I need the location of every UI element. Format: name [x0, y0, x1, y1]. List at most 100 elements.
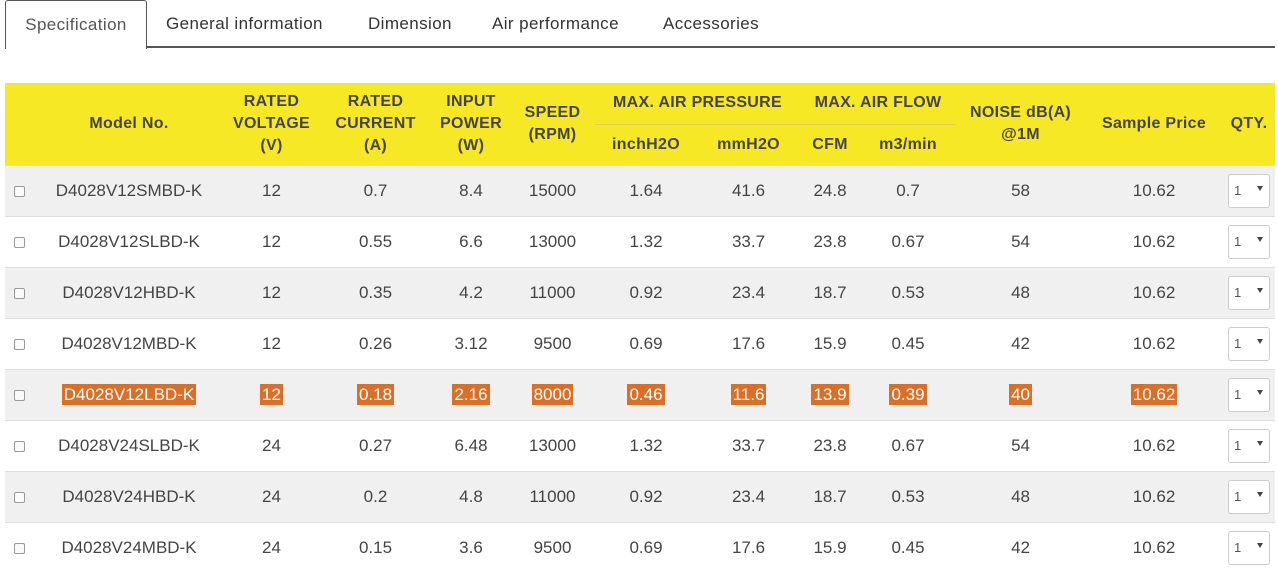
tab-accessories[interactable]: Accessories	[663, 14, 760, 33]
header-max-air-pressure: MAX. AIR PRESSURE	[595, 83, 801, 125]
qty-select[interactable]: 1	[1228, 173, 1271, 208]
table-row: D4028V12LBD-K 12 0.18 2.16 8000 0.46 11.6 13.9 0…	[5, 368, 1276, 420]
row-checkbox[interactable]	[14, 542, 25, 554]
select-cell	[5, 521, 34, 573]
rated-voltage-cell: 12	[224, 368, 319, 420]
model-number-text: D4028V12LBD-K	[61, 383, 197, 405]
qty-value: 1	[1234, 233, 1242, 249]
tab-bar: Specification General information Dimens…	[5, 0, 1275, 49]
select-cell	[5, 470, 34, 522]
tab-general-information[interactable]: General information	[166, 14, 323, 33]
rated-current-text: 0.26	[358, 333, 393, 353]
row-checkbox[interactable]	[14, 491, 25, 503]
speed-text: 9500	[533, 333, 572, 353]
select-cell	[5, 317, 34, 369]
flow-cfm-cell: 15.9	[800, 317, 861, 369]
flow-cfm-text: 18.7	[813, 486, 847, 506]
tab-specification[interactable]: Specification	[5, 0, 147, 49]
model-number-text: D4028V12SLBD-K	[58, 231, 200, 251]
row-checkbox[interactable]	[14, 338, 25, 350]
pressure-inch-cell: 0.92	[595, 266, 697, 318]
model-number-text: D4028V12SMBD-K	[55, 180, 203, 200]
row-checkbox[interactable]	[14, 236, 25, 248]
model-number-cell: D4028V24MBD-K	[34, 521, 224, 573]
noise-text: 42	[1011, 537, 1030, 557]
noise-text: 40	[1009, 383, 1032, 405]
flow-cfm-cell: 18.7	[800, 470, 861, 522]
qty-select[interactable]: 1	[1228, 377, 1271, 412]
header-select	[5, 83, 34, 165]
pressure-inch-text: 0.92	[629, 282, 663, 302]
table-row: D4028V12HBD-K 12 0.35 4.2 11000 0.92 23.4 18.7 0…	[5, 266, 1276, 318]
table-row: D4028V12SMBD-K 12 0.7 8.4 15000 1.64 41.6 24.8 0…	[5, 164, 1276, 216]
rated-current-text: 0.7	[363, 180, 388, 200]
qty-cell: 1	[1223, 368, 1276, 420]
rated-voltage-text: 12	[260, 383, 283, 405]
pressure-inch-text: 1.64	[629, 180, 663, 200]
rated-current-cell: 0.55	[319, 215, 432, 267]
pressure-inch-cell: 0.92	[595, 470, 697, 522]
noise-cell: 42	[956, 521, 1086, 573]
row-checkbox[interactable]	[14, 389, 25, 401]
rated-current-text: 0.2	[363, 486, 388, 506]
flow-cfm-cell: 13.9	[800, 368, 861, 420]
qty-select[interactable]: 1	[1228, 479, 1271, 514]
qty-select[interactable]: 1	[1228, 326, 1271, 361]
sample-price-text: 10.62	[1132, 537, 1176, 557]
flow-cfm-text: 18.7	[813, 282, 847, 302]
pressure-inch-text: 0.69	[629, 537, 663, 557]
input-power-text: 3.6	[459, 537, 483, 557]
qty-select[interactable]: 1	[1228, 275, 1271, 310]
qty-select[interactable]: 1	[1228, 530, 1271, 565]
caret-down-icon	[1257, 440, 1264, 446]
rated-current-cell: 0.15	[319, 521, 432, 573]
model-number-text: D4028V12MBD-K	[61, 333, 197, 353]
speed-cell: 13000	[510, 215, 595, 267]
pressure-mm-cell: 23.4	[697, 266, 801, 318]
sample-price-text: 10.62	[1132, 486, 1176, 506]
flow-cfm-text: 23.8	[813, 231, 847, 251]
header-sample-price: Sample Price	[1085, 83, 1224, 165]
speed-cell: 13000	[510, 419, 595, 471]
qty-select[interactable]: 1	[1228, 224, 1271, 259]
noise-text: 54	[1011, 435, 1030, 455]
noise-cell: 54	[956, 215, 1086, 267]
row-checkbox[interactable]	[14, 287, 25, 299]
tab-dimension[interactable]: Dimension	[368, 14, 452, 33]
pressure-mm-text: 11.6	[730, 383, 767, 405]
rated-voltage-text: 24	[262, 486, 281, 506]
input-power-cell: 8.4	[432, 164, 510, 216]
caret-down-icon	[1257, 185, 1264, 191]
qty-value: 1	[1234, 488, 1242, 504]
header-m3-min: m3/min	[860, 124, 957, 165]
pressure-inch-text: 1.32	[629, 231, 663, 251]
sample-price-text: 10.62	[1132, 333, 1176, 353]
flow-m3-text: 0.7	[896, 180, 920, 200]
rated-voltage-text: 24	[262, 435, 281, 455]
sample-price-cell: 10.62	[1085, 419, 1224, 471]
noise-text: 48	[1011, 486, 1030, 506]
speed-cell: 11000	[510, 470, 595, 522]
row-checkbox[interactable]	[14, 440, 25, 452]
pressure-inch-cell: 0.69	[595, 521, 697, 573]
input-power-cell: 3.12	[432, 317, 510, 369]
caret-down-icon	[1257, 542, 1264, 548]
pressure-inch-cell: 0.69	[595, 317, 697, 369]
spec-table: Model No. RATED VOLTAGE (V) RATED CURRENT (A…	[5, 83, 1276, 573]
row-checkbox[interactable]	[14, 185, 25, 197]
qty-select[interactable]: 1	[1228, 428, 1271, 463]
table-row: D4028V24SLBD-K 24 0.27 6.48 13000 1.32 33.7 23.…	[5, 419, 1276, 471]
flow-m3-cell: 0.53	[860, 470, 957, 522]
noise-cell: 48	[956, 266, 1086, 318]
pressure-mm-cell: 23.4	[697, 470, 801, 522]
rated-voltage-text: 12	[262, 333, 281, 353]
sample-price-cell: 10.62	[1085, 368, 1224, 420]
flow-m3-text: 0.53	[891, 486, 925, 506]
model-number-text: D4028V24SLBD-K	[58, 435, 200, 455]
flow-cfm-cell: 15.9	[800, 521, 861, 573]
table-row: D4028V12SLBD-K 12 0.55 6.6 13000 1.32 33.7 23.8…	[5, 215, 1276, 267]
tab-air-performance[interactable]: Air performance	[492, 14, 619, 33]
pressure-mm-text: 23.4	[731, 282, 766, 302]
speed-cell: 11000	[510, 266, 595, 318]
pressure-mm-cell: 11.6	[697, 368, 801, 420]
